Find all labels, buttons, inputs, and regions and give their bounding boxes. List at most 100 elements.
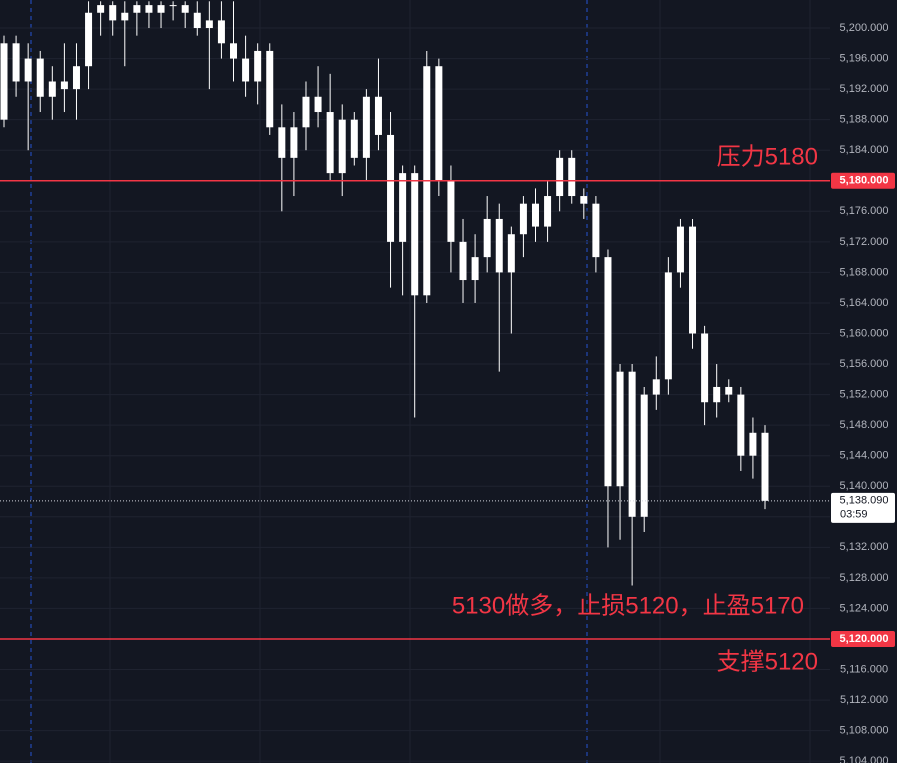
last-price-label: 5,138.090 — [840, 495, 889, 507]
y-tick-label: 5,192.000 — [840, 83, 889, 95]
candle-body — [749, 432, 757, 456]
candle-body — [580, 196, 588, 204]
y-tick-label: 5,176.000 — [840, 205, 889, 217]
candle-body — [604, 257, 612, 487]
y-tick-label: 5,200.000 — [840, 22, 889, 34]
candle-body — [447, 180, 455, 242]
candle-body — [471, 257, 479, 281]
y-tick-label: 5,172.000 — [840, 236, 889, 248]
candle-body — [0, 43, 8, 120]
candle-body — [676, 226, 684, 273]
y-tick-label: 5,164.000 — [840, 297, 889, 309]
candle-body — [689, 226, 697, 334]
candle-body — [169, 5, 177, 7]
candle-body — [109, 5, 117, 21]
candle-body — [362, 96, 370, 158]
candle-body — [85, 12, 93, 67]
y-tick-label: 5,132.000 — [840, 541, 889, 553]
candle-body — [230, 43, 238, 59]
y-tick-label: 5,140.000 — [840, 480, 889, 492]
candle-body — [48, 81, 56, 97]
candle-body — [761, 432, 769, 501]
candle-body — [483, 218, 491, 258]
candle-body — [205, 20, 213, 29]
candle-body — [640, 394, 648, 517]
candle-body — [616, 371, 624, 487]
y-tick-label: 5,112.000 — [840, 694, 888, 706]
y-tick-label: 5,152.000 — [840, 389, 889, 401]
candle-body — [507, 234, 515, 273]
candle-body — [411, 173, 419, 296]
countdown-label: 03:59 — [840, 509, 868, 521]
candle-body — [266, 50, 274, 128]
candle-body — [217, 20, 225, 44]
candle-body — [133, 5, 141, 13]
candle-body — [242, 58, 250, 82]
candle-body — [495, 218, 503, 273]
level-badge — [831, 172, 895, 189]
annotation: 压力5180 — [717, 143, 818, 170]
y-tick-label: 5,188.000 — [840, 114, 889, 126]
candle-body — [193, 12, 201, 29]
candle-body — [338, 119, 346, 174]
candle-body — [302, 96, 310, 128]
candle-body — [350, 119, 358, 158]
y-tick-label: 5,116.000 — [840, 663, 888, 675]
y-tick-label: 5,104.000 — [840, 755, 889, 763]
last-price-badge — [831, 492, 895, 523]
y-tick-label: 5,144.000 — [840, 450, 889, 462]
candle-body — [544, 196, 552, 227]
y-tick-label: 5,196.000 — [840, 52, 889, 64]
y-tick-label: 5,184.000 — [840, 144, 889, 156]
candle-body — [254, 50, 262, 82]
candle-body — [326, 112, 334, 174]
level-badge — [831, 630, 895, 647]
candle-body — [652, 379, 660, 395]
candle-body — [664, 272, 672, 380]
y-tick-label: 5,168.000 — [840, 266, 889, 278]
candle-body — [157, 5, 165, 13]
candle-body — [713, 386, 721, 403]
candle-body — [24, 58, 32, 82]
candle-body — [459, 241, 467, 281]
candle-body — [556, 157, 564, 197]
y-tick-label: 5,124.000 — [840, 602, 889, 614]
candle-body — [592, 203, 600, 258]
candle-body — [628, 371, 636, 517]
candle-body — [12, 43, 20, 82]
annotation: 支撑5120 — [717, 648, 818, 675]
candle-body — [519, 203, 527, 235]
candle-body — [145, 5, 153, 13]
candles — [0, 1, 769, 586]
y-tick-label: 5,148.000 — [840, 419, 889, 431]
candle-body — [181, 5, 189, 13]
candle-body — [36, 58, 44, 97]
candle-body — [387, 134, 395, 242]
candle-body — [568, 157, 576, 197]
candle-body — [121, 12, 129, 21]
candle-body — [737, 394, 745, 456]
overlay: 5,180.000 5,120.000 5,138.090 03:59 压力5180 支撑… — [0, 143, 895, 675]
y-tick-label: 5,156.000 — [840, 358, 889, 370]
annotation: 5130做多，止损5120，止盈5170 — [452, 592, 804, 619]
candle-body — [60, 81, 68, 90]
y-tick-label: 5,160.000 — [840, 327, 889, 339]
y-tick-label: 5,108.000 — [840, 725, 889, 737]
candle-body — [314, 96, 322, 113]
candle-body — [435, 66, 443, 181]
candle-body — [531, 203, 539, 227]
candle-body — [97, 5, 105, 13]
candle-body — [701, 333, 709, 403]
candle-body — [278, 127, 286, 158]
candle-body — [72, 66, 80, 90]
candle-body — [374, 96, 382, 135]
vertical-grid — [109, 0, 811, 763]
candle-body — [399, 173, 407, 242]
y-tick-label: 5,128.000 — [840, 572, 889, 584]
candle-body — [290, 127, 298, 158]
level-label: 5,120.000 — [840, 633, 889, 645]
candle-body — [725, 386, 733, 395]
level-label: 5,180.000 — [840, 175, 889, 187]
